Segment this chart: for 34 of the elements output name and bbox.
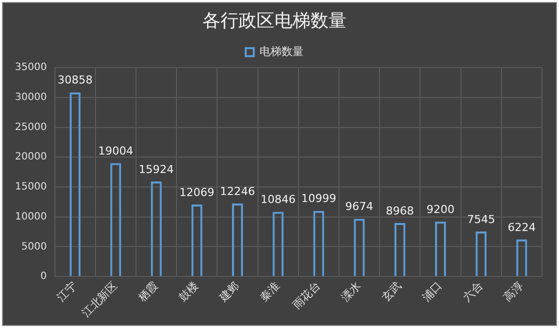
x-tick-label: 浦口 <box>420 279 445 304</box>
x-tick-label: 玄武 <box>379 279 404 304</box>
y-tick-label: 35000 <box>15 62 47 74</box>
data-label: 12246 <box>220 184 256 198</box>
data-label: 30858 <box>58 74 93 87</box>
data-label: 19004 <box>98 144 134 158</box>
y-tick-label: 15000 <box>15 182 47 193</box>
y-tick-label: 25000 <box>15 122 47 133</box>
x-tick-label: 栖霞 <box>134 279 160 305</box>
x-tick-label: 六合 <box>460 279 486 304</box>
data-label: 10846 <box>260 193 296 206</box>
y-tick-label: 20000 <box>15 152 47 163</box>
x-tick-label: 秦淮 <box>258 279 282 304</box>
legend-label: 电梯数量 <box>259 44 304 58</box>
data-label: 9674 <box>345 200 374 214</box>
y-tick-label: 10000 <box>15 211 47 222</box>
data-label: 12069 <box>179 186 214 199</box>
x-tick-label: 江宁 <box>54 279 80 304</box>
x-tick-label: 高淳 <box>501 279 526 304</box>
data-label: 8968 <box>386 204 414 218</box>
data-label: 15924 <box>138 162 174 176</box>
x-tick-label: 建邺 <box>216 279 242 305</box>
y-tick-label: 30000 <box>15 92 47 104</box>
data-label: 6224 <box>508 220 536 234</box>
x-tick-label: 江北新区 <box>80 279 120 320</box>
y-tick-label: 0 <box>40 271 47 282</box>
data-label: 10999 <box>301 192 336 206</box>
data-label: 7545 <box>467 212 496 226</box>
y-tick-label: 5000 <box>21 241 47 252</box>
x-tick-label: 溧水 <box>338 279 364 304</box>
x-tick-label: 鼓楼 <box>176 279 202 304</box>
x-tick-label: 雨花台 <box>290 279 323 312</box>
chart-title: 各行政区电梯数量 <box>202 10 346 32</box>
data-label: 9200 <box>426 202 454 216</box>
